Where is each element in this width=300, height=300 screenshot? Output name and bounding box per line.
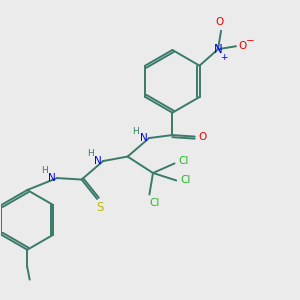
Text: N: N [48,173,56,183]
Text: O: O [215,17,224,27]
Text: Cl: Cl [178,156,189,166]
Text: −: − [246,36,255,46]
Text: O: O [238,41,247,51]
Text: Cl: Cl [180,176,190,185]
Text: H: H [87,149,94,158]
Text: S: S [96,201,103,214]
Text: +: + [220,53,227,62]
Text: N: N [140,133,148,143]
Text: Cl: Cl [150,198,160,208]
Text: N: N [94,156,102,166]
Text: O: O [198,132,206,142]
Text: N: N [214,43,222,56]
Text: H: H [41,166,48,175]
Text: H: H [132,127,139,136]
